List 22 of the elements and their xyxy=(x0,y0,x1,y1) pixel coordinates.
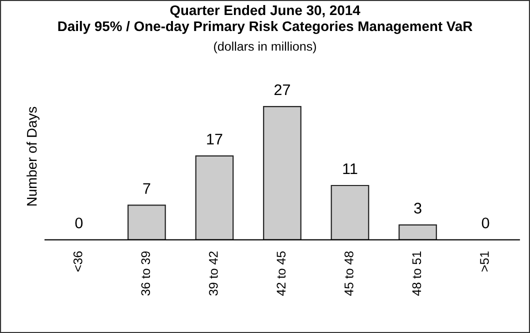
data-label: 0 xyxy=(482,218,490,228)
data-label: 3 xyxy=(414,202,422,214)
x-tick-label: 45 to 48 xyxy=(344,251,354,296)
x-tick-label: >51 xyxy=(480,251,489,272)
data-label: 11 xyxy=(343,163,358,174)
x-tick-label: 36 to 39 xyxy=(141,251,150,296)
bar xyxy=(128,204,166,240)
data-label: 17 xyxy=(207,134,222,144)
bar xyxy=(330,184,370,240)
x-tick-label: <36 xyxy=(73,251,82,272)
data-label: 7 xyxy=(143,183,150,194)
chart-subtitle: (dollars in millions) xyxy=(214,42,316,54)
y-axis-title: Number of Days xyxy=(26,106,40,206)
x-tick-label: 48 to 51 xyxy=(412,251,422,296)
x-tick-label: 39 to 42 xyxy=(208,251,218,296)
bar xyxy=(263,106,302,240)
bar xyxy=(195,155,234,240)
data-label: 27 xyxy=(274,84,290,96)
data-label: 0 xyxy=(75,218,83,228)
x-tick-label: 42 to 45 xyxy=(276,251,286,296)
bar xyxy=(398,224,437,240)
chart-title: Quarter Ended June 30, 2014 Daily 95% / One-day Primary Risk Categories Management VaR xyxy=(58,4,472,34)
